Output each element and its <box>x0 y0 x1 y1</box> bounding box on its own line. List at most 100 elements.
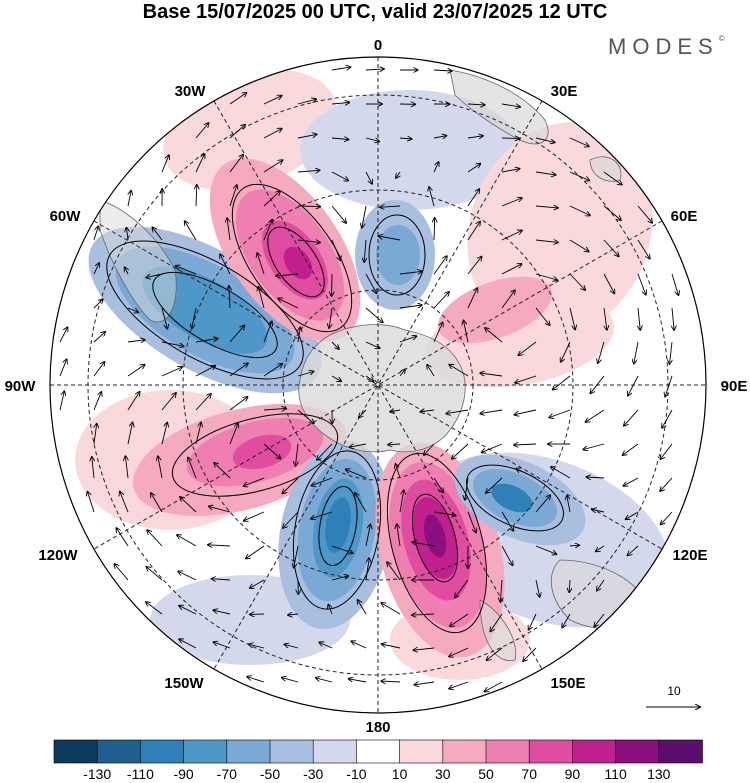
wind-vector-arrow <box>59 391 64 411</box>
wind-vector-arrow <box>433 477 443 492</box>
wind-vector-arrow <box>553 375 571 390</box>
wind-vector-arrow <box>424 443 435 455</box>
wind-vector-arrow <box>331 375 341 381</box>
wind-vector-arrow <box>501 138 519 139</box>
wind-vector-arrow <box>229 155 243 173</box>
wind-vector-arrow <box>433 136 446 138</box>
wind-vector-arrow <box>399 336 416 343</box>
wind-vector-arrow <box>626 511 639 519</box>
wind-vector-arrow <box>549 409 571 418</box>
wind-vector-arrow <box>127 228 129 241</box>
wind-vector-arrow <box>501 169 520 173</box>
wind-vector-arrow <box>152 227 163 241</box>
wind-vector-arrow <box>412 542 435 547</box>
wind-vector-arrow <box>433 162 439 173</box>
wind-vector-arrow <box>501 545 513 565</box>
wind-vector-arrow <box>523 647 537 661</box>
wind-vector-arrow <box>250 579 265 588</box>
wind-vector-arrow <box>569 171 589 181</box>
wind-vector-arrow <box>628 545 639 555</box>
wind-vector-arrow <box>501 290 515 309</box>
wind-vector-arrow <box>449 647 469 657</box>
wind-vector-arrow <box>670 341 673 364</box>
wind-vector-arrow <box>434 218 435 241</box>
lon-label-180: 180 <box>365 719 390 736</box>
wind-vector-arrow <box>365 524 370 547</box>
wind-vector-arrow <box>365 171 372 184</box>
wind-vector-arrow <box>365 558 369 581</box>
colorbar: -130 -110 -90 -70 -50 -30 -10 10 30 50 70 90 110 130 <box>53 739 703 782</box>
wind-vector-arrow <box>331 341 339 349</box>
wind-vector-arrow <box>349 679 367 683</box>
colorbar-swatch <box>399 739 444 764</box>
wind-vector-arrow <box>285 644 299 649</box>
wind-vector-arrow <box>146 567 163 581</box>
lon-label-90w: 90W <box>5 378 37 395</box>
colorbar-swatch <box>356 739 401 764</box>
wind-vector-arrow <box>561 341 571 362</box>
wind-vector-arrow <box>638 307 640 330</box>
wind-vector-arrow <box>594 613 605 627</box>
wind-vector-arrow <box>399 369 405 377</box>
wind-vector-arrow <box>603 273 614 293</box>
wind-vector-arrow <box>311 477 333 486</box>
wind-vector-arrow <box>637 239 650 259</box>
wind-vector-arrow <box>59 327 68 343</box>
wind-vector-arrow <box>378 236 401 241</box>
map-title: Base 15/07/2025 00 UTC, valid 23/07/2025… <box>142 1 608 23</box>
wind-vector-arrow <box>297 134 317 139</box>
wind-vector-arrow <box>433 323 443 343</box>
wind-vector-arrow <box>331 205 346 223</box>
wind-vector-arrow <box>120 492 129 513</box>
wind-vector-arrow <box>433 256 447 275</box>
wind-vector-arrow <box>127 392 140 411</box>
wind-vector-arrow <box>93 332 105 343</box>
wind-vector-arrow <box>603 239 619 256</box>
wind-vector-arrow <box>177 535 197 547</box>
colorbar-swatch <box>615 739 660 764</box>
wind-vector-arrow <box>397 524 401 547</box>
wind-vector-arrow <box>569 273 585 290</box>
map-boundary <box>49 56 707 714</box>
wind-vector-arrow <box>381 603 401 615</box>
wind-vector-arrow <box>316 678 333 683</box>
wind-vector-arrow <box>535 307 550 325</box>
wind-vector-arrow <box>127 307 138 312</box>
wind-vector-arrow <box>390 410 401 412</box>
wind-vector-arrow <box>227 218 231 241</box>
wind-vector-arrow <box>467 104 485 105</box>
wind-vector-arrow <box>516 469 537 479</box>
wind-vector-arrow <box>263 443 281 459</box>
wind-vector-arrow <box>161 393 176 411</box>
colorbar-tick-label: -10 <box>346 766 366 782</box>
wind-vector-arrow <box>127 191 131 207</box>
wind-vector-arrow <box>229 125 245 139</box>
wind-vector-arrow <box>415 682 435 685</box>
colorbar-tick-label: -50 <box>260 766 280 782</box>
wind-vector-arrow <box>282 477 299 494</box>
colorbar-tick-label: 110 <box>604 766 627 782</box>
wind-vector-arrow <box>125 267 128 275</box>
map-disk <box>50 57 706 713</box>
wind-vector-arrow <box>214 610 231 615</box>
wind-vector-arrow <box>127 423 133 445</box>
lon-label-0: 0 <box>374 37 382 54</box>
wind-vector-arrow <box>382 644 401 649</box>
wind-vector-arrow <box>623 443 639 455</box>
wind-vector-arrow <box>178 571 197 581</box>
wind-vector-arrow <box>637 205 652 223</box>
wind-vector-arrow <box>59 359 67 377</box>
wind-vector-arrow <box>624 409 639 426</box>
colorbar-swatch <box>226 739 271 764</box>
wind-vector-arrow <box>637 273 646 295</box>
wind-vector-arrow <box>485 681 503 692</box>
wind-vector-arrow <box>467 222 480 241</box>
modes-logo: MODES© <box>608 34 725 60</box>
colorbar-tick-label: 130 <box>647 766 671 782</box>
wind-vector-arrow <box>331 239 341 260</box>
wind-vector-arrow <box>350 443 367 447</box>
brand-text: MODES <box>608 34 719 59</box>
colorbar-tick-label: -30 <box>303 766 323 782</box>
wind-vector-arrow <box>399 271 422 274</box>
